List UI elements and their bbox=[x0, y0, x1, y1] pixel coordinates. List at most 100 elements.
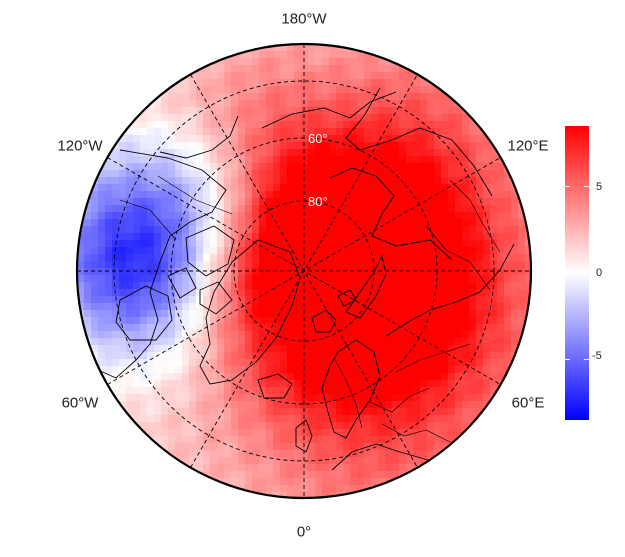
field-cell bbox=[182, 156, 190, 164]
field-cell bbox=[343, 226, 351, 234]
field-cell bbox=[476, 191, 484, 199]
field-cell bbox=[189, 86, 197, 94]
field-cell bbox=[112, 268, 120, 276]
field-cell bbox=[98, 254, 106, 262]
field-cell bbox=[231, 226, 239, 234]
field-cell bbox=[210, 471, 218, 479]
field-cell bbox=[231, 331, 239, 339]
field-cell bbox=[315, 233, 323, 241]
field-cell bbox=[175, 282, 183, 290]
field-cell bbox=[280, 58, 288, 66]
field-cell bbox=[238, 247, 246, 255]
field-cell bbox=[413, 72, 421, 80]
field-cell bbox=[245, 464, 253, 472]
field-cell bbox=[182, 233, 190, 241]
field-cell bbox=[273, 415, 281, 423]
field-cell bbox=[91, 233, 99, 241]
iceland-outline bbox=[257, 373, 293, 399]
field-cell bbox=[245, 457, 253, 465]
field-cell bbox=[455, 219, 463, 227]
field-cell bbox=[266, 359, 274, 367]
field-cell bbox=[287, 44, 295, 52]
field-cell bbox=[427, 450, 435, 458]
field-cell bbox=[504, 296, 512, 304]
field-cell bbox=[210, 254, 218, 262]
field-cell bbox=[455, 254, 463, 262]
field-cell bbox=[413, 149, 421, 157]
field-cell bbox=[245, 429, 253, 437]
field-cell bbox=[448, 184, 456, 192]
field-cell bbox=[210, 317, 218, 325]
field-cell bbox=[455, 128, 463, 136]
field-cell bbox=[364, 359, 372, 367]
field-cell bbox=[343, 436, 351, 444]
field-cell bbox=[413, 436, 421, 444]
field-cell bbox=[448, 380, 456, 388]
field-cell bbox=[462, 338, 470, 346]
field-cell bbox=[238, 93, 246, 101]
field-cell bbox=[203, 191, 211, 199]
field-cell bbox=[343, 471, 351, 479]
field-cell bbox=[322, 44, 330, 52]
field-cell bbox=[434, 184, 442, 192]
field-cell bbox=[455, 338, 463, 346]
field-cell bbox=[385, 149, 393, 157]
field-cell bbox=[448, 282, 456, 290]
field-cell bbox=[308, 380, 316, 388]
field-cell bbox=[287, 100, 295, 108]
field-cell bbox=[399, 324, 407, 332]
field-cell bbox=[238, 219, 246, 227]
field-cell bbox=[196, 345, 204, 353]
field-cell bbox=[196, 464, 204, 472]
field-cell bbox=[490, 247, 498, 255]
field-cell bbox=[371, 331, 379, 339]
coastlines bbox=[97, 87, 515, 479]
field-cell bbox=[406, 429, 414, 437]
field-cell bbox=[175, 72, 183, 80]
field-cell bbox=[455, 247, 463, 255]
field-cell bbox=[238, 359, 246, 367]
field-cell bbox=[140, 310, 148, 318]
field-cell bbox=[357, 352, 365, 360]
field-cell bbox=[504, 212, 512, 220]
field-cell bbox=[350, 198, 358, 206]
field-cell bbox=[497, 282, 505, 290]
field-cell bbox=[273, 86, 281, 94]
field-cell bbox=[322, 380, 330, 388]
field-cell bbox=[287, 471, 295, 479]
field-cell bbox=[77, 289, 85, 297]
field-cell bbox=[378, 359, 386, 367]
field-cell bbox=[154, 254, 162, 262]
field-cell bbox=[497, 296, 505, 304]
field-cell bbox=[308, 261, 316, 269]
field-cell bbox=[315, 303, 323, 311]
field-cell bbox=[294, 163, 302, 171]
field-cell bbox=[336, 436, 344, 444]
field-cell bbox=[147, 324, 155, 332]
field-cell bbox=[490, 345, 498, 353]
field-cell bbox=[231, 471, 239, 479]
field-cell bbox=[329, 163, 337, 171]
field-cell bbox=[189, 345, 197, 353]
field-cell bbox=[231, 191, 239, 199]
field-cell bbox=[245, 415, 253, 423]
field-cell bbox=[350, 205, 358, 213]
field-cell bbox=[105, 359, 113, 367]
field-cell bbox=[357, 93, 365, 101]
field-cell bbox=[189, 247, 197, 255]
field-cell bbox=[161, 373, 169, 381]
field-cell bbox=[273, 142, 281, 150]
field-cell bbox=[476, 240, 484, 248]
field-cell bbox=[350, 443, 358, 451]
field-cell bbox=[147, 296, 155, 304]
field-cell bbox=[294, 338, 302, 346]
field-cell bbox=[182, 310, 190, 318]
field-cell bbox=[462, 233, 470, 241]
field-cell bbox=[119, 345, 127, 353]
field-cell bbox=[406, 121, 414, 129]
field-cell bbox=[140, 261, 148, 269]
field-cell bbox=[378, 345, 386, 353]
field-cell bbox=[490, 387, 498, 395]
field-cell bbox=[280, 100, 288, 108]
field-cell bbox=[378, 135, 386, 143]
